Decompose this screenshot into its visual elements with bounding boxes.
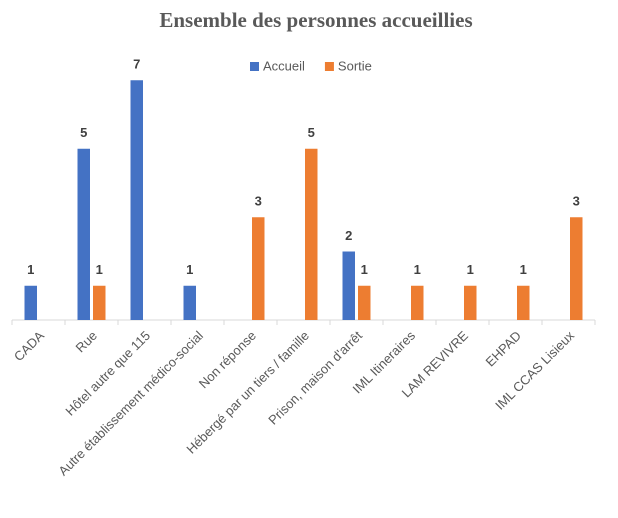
bar bbox=[24, 285, 37, 320]
value-label: 1 bbox=[361, 262, 368, 277]
value-label: 1 bbox=[414, 262, 421, 277]
value-label: 5 bbox=[308, 125, 315, 140]
value-label: 1 bbox=[467, 262, 474, 277]
x-tick-label: EHPAD bbox=[482, 328, 524, 370]
bar bbox=[358, 285, 371, 320]
chart-title: Ensemble des personnes accueillies bbox=[159, 8, 472, 32]
value-label: 1 bbox=[27, 262, 34, 277]
value-label: 1 bbox=[186, 262, 193, 277]
bar bbox=[183, 285, 196, 320]
bar bbox=[130, 80, 143, 320]
value-label: 3 bbox=[255, 194, 262, 209]
legend-label: Accueil bbox=[263, 58, 305, 73]
x-tick-label: Prison, maison d'arrêt bbox=[265, 328, 365, 428]
legend-swatch bbox=[250, 62, 259, 71]
bar bbox=[252, 217, 265, 320]
bar bbox=[77, 148, 90, 320]
value-label: 3 bbox=[573, 194, 580, 209]
value-label: 2 bbox=[345, 228, 352, 243]
x-tick-label: CADA bbox=[11, 328, 47, 364]
value-label: 1 bbox=[520, 262, 527, 277]
legend-swatch bbox=[324, 62, 334, 71]
bar bbox=[93, 285, 106, 320]
bar bbox=[517, 285, 530, 320]
bar bbox=[464, 285, 477, 320]
value-label: 5 bbox=[80, 125, 87, 140]
value-label: 7 bbox=[133, 57, 140, 72]
bar bbox=[570, 217, 583, 320]
legend-label: Sortie bbox=[338, 58, 372, 73]
bar bbox=[305, 148, 318, 320]
bar bbox=[342, 251, 355, 320]
x-tick-label: Rue bbox=[73, 328, 100, 355]
value-label: 1 bbox=[96, 262, 103, 277]
bar bbox=[411, 285, 424, 320]
